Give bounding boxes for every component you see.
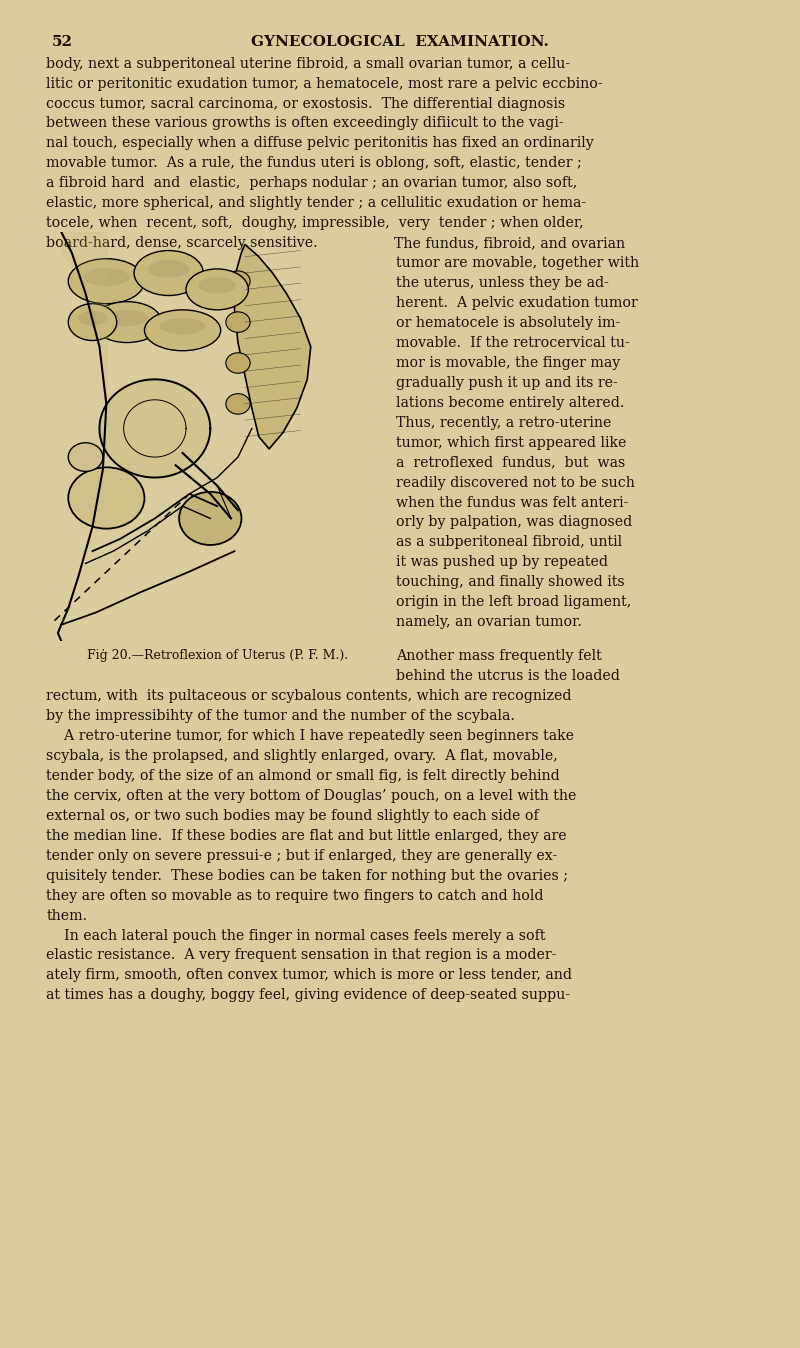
Text: movable.  If the retrocervical tu-: movable. If the retrocervical tu- <box>396 336 630 350</box>
Text: The fundus, fibroid, and ovarian: The fundus, fibroid, and ovarian <box>394 236 626 251</box>
Text: In each lateral pouch the finger in normal cases feels merely a soft: In each lateral pouch the finger in norm… <box>46 929 546 942</box>
Text: touching, and finally showed its: touching, and finally showed its <box>396 576 625 589</box>
Text: the uterus, unless they be ad-: the uterus, unless they be ad- <box>396 276 609 290</box>
Text: at times has a doughy, boggy feel, giving evidence of deep-seated suppu-: at times has a doughy, boggy feel, givin… <box>46 988 570 1003</box>
Text: them.: them. <box>46 909 88 922</box>
Text: A retro-uterine tumor, for which I have repeatedly seen beginners take: A retro-uterine tumor, for which I have … <box>46 729 574 743</box>
Text: quisitely tender.  These bodies can be taken for nothing but the ovaries ;: quisitely tender. These bodies can be ta… <box>46 868 568 883</box>
Text: origin in the left broad ligament,: origin in the left broad ligament, <box>396 596 631 609</box>
Text: external os, or two such bodies may be found slightly to each side of: external os, or two such bodies may be f… <box>46 809 539 822</box>
Text: by the impressibihty of the tumor and the number of the scybala.: by the impressibihty of the tumor and th… <box>46 709 515 723</box>
Text: tender only on severe pressui-e ; but if enlarged, they are generally ex-: tender only on severe pressui-e ; but if… <box>46 849 558 863</box>
Text: coccus tumor, sacral carcinoma, or exostosis.  The differential diagnosis: coccus tumor, sacral carcinoma, or exost… <box>46 97 566 111</box>
Text: gradually push it up and its re-: gradually push it up and its re- <box>396 376 618 390</box>
Text: tumor, which first appeared like: tumor, which first appeared like <box>396 435 626 450</box>
Text: mor is movable, the finger may: mor is movable, the finger may <box>396 356 620 369</box>
Text: ately firm, smooth, often convex tumor, which is more or less tender, and: ately firm, smooth, often convex tumor, … <box>46 968 573 983</box>
Text: behind the utcrus is the loaded: behind the utcrus is the loaded <box>396 669 620 683</box>
Text: GYNECOLOGICAL  EXAMINATION.: GYNECOLOGICAL EXAMINATION. <box>251 35 549 49</box>
Text: between these various growths is often exceedingly difiicult to the vagi-: between these various growths is often e… <box>46 116 564 131</box>
Text: a  retroflexed  fundus,  but  was: a retroflexed fundus, but was <box>396 456 626 469</box>
Text: the cervix, often at the very bottom of Douglas’ pouch, on a level with the: the cervix, often at the very bottom of … <box>46 789 577 803</box>
Text: Another mass frequently felt: Another mass frequently felt <box>396 650 602 663</box>
Text: board-hard, dense, scarcely sensitive.: board-hard, dense, scarcely sensitive. <box>46 236 318 251</box>
Text: a fibroid hard  and  elastic,  perhaps nodular ; an ovarian tumor, also soft,: a fibroid hard and elastic, perhaps nodu… <box>46 177 578 190</box>
Text: lations become entirely altered.: lations become entirely altered. <box>396 396 625 410</box>
Text: scybala, is the prolapsed, and slightly enlarged, ovary.  A flat, movable,: scybala, is the prolapsed, and slightly … <box>46 749 558 763</box>
Text: movable tumor.  As a rule, the fundus uteri is oblong, soft, elastic, tender ;: movable tumor. As a rule, the fundus ute… <box>46 156 582 170</box>
Text: when the fundus was felt anteri-: when the fundus was felt anteri- <box>396 496 628 510</box>
Text: 52: 52 <box>52 35 73 49</box>
Text: nal touch, especially when a diffuse pelvic peritonitis has fixed an ordinarily: nal touch, especially when a diffuse pel… <box>46 136 594 151</box>
Text: namely, an ovarian tumor.: namely, an ovarian tumor. <box>396 615 582 630</box>
Text: or hematocele is absolutely im-: or hematocele is absolutely im- <box>396 315 620 330</box>
Text: orly by palpation, was diagnosed: orly by palpation, was diagnosed <box>396 515 632 530</box>
Text: as a subperitoneal fibroid, until: as a subperitoneal fibroid, until <box>396 535 622 550</box>
Text: the median line.  If these bodies are flat and but little enlarged, they are: the median line. If these bodies are fla… <box>46 829 567 842</box>
Text: they are often so movable as to require two fingers to catch and hold: they are often so movable as to require … <box>46 888 544 903</box>
Text: litic or peritonitic exudation tumor, a hematocele, most rare a pelvic eccbino-: litic or peritonitic exudation tumor, a … <box>46 77 603 90</box>
Text: rectum, with  its pultaceous or scybalous contents, which are recognized: rectum, with its pultaceous or scybalous… <box>46 689 572 704</box>
Text: tender body, of the size of an almond or small fig, is felt directly behind: tender body, of the size of an almond or… <box>46 768 560 783</box>
Text: it was pushed up by repeated: it was pushed up by repeated <box>396 555 608 569</box>
Text: tocele, when  recent, soft,  doughy, impressible,  very  tender ; when older,: tocele, when recent, soft, doughy, impre… <box>46 216 584 231</box>
Text: tumor are movable, together with: tumor are movable, together with <box>396 256 639 270</box>
Text: body, next a subperitoneal uterine fibroid, a small ovarian tumor, a cellu-: body, next a subperitoneal uterine fibro… <box>46 57 570 70</box>
Text: Fiġ 20.—Retroflexion of Uterus (P. F. M.).: Fiġ 20.—Retroflexion of Uterus (P. F. M.… <box>86 650 348 662</box>
Text: readily discovered not to be such: readily discovered not to be such <box>396 476 635 489</box>
Text: Thus, recently, a retro-uterine: Thus, recently, a retro-uterine <box>396 415 611 430</box>
Text: herent.  A pelvic exudation tumor: herent. A pelvic exudation tumor <box>396 297 638 310</box>
Text: elastic resistance.  A very frequent sensation in that region is a moder-: elastic resistance. A very frequent sens… <box>46 949 557 962</box>
Text: elastic, more spherical, and slightly tender ; a cellulitic exudation or hema-: elastic, more spherical, and slightly te… <box>46 197 586 210</box>
